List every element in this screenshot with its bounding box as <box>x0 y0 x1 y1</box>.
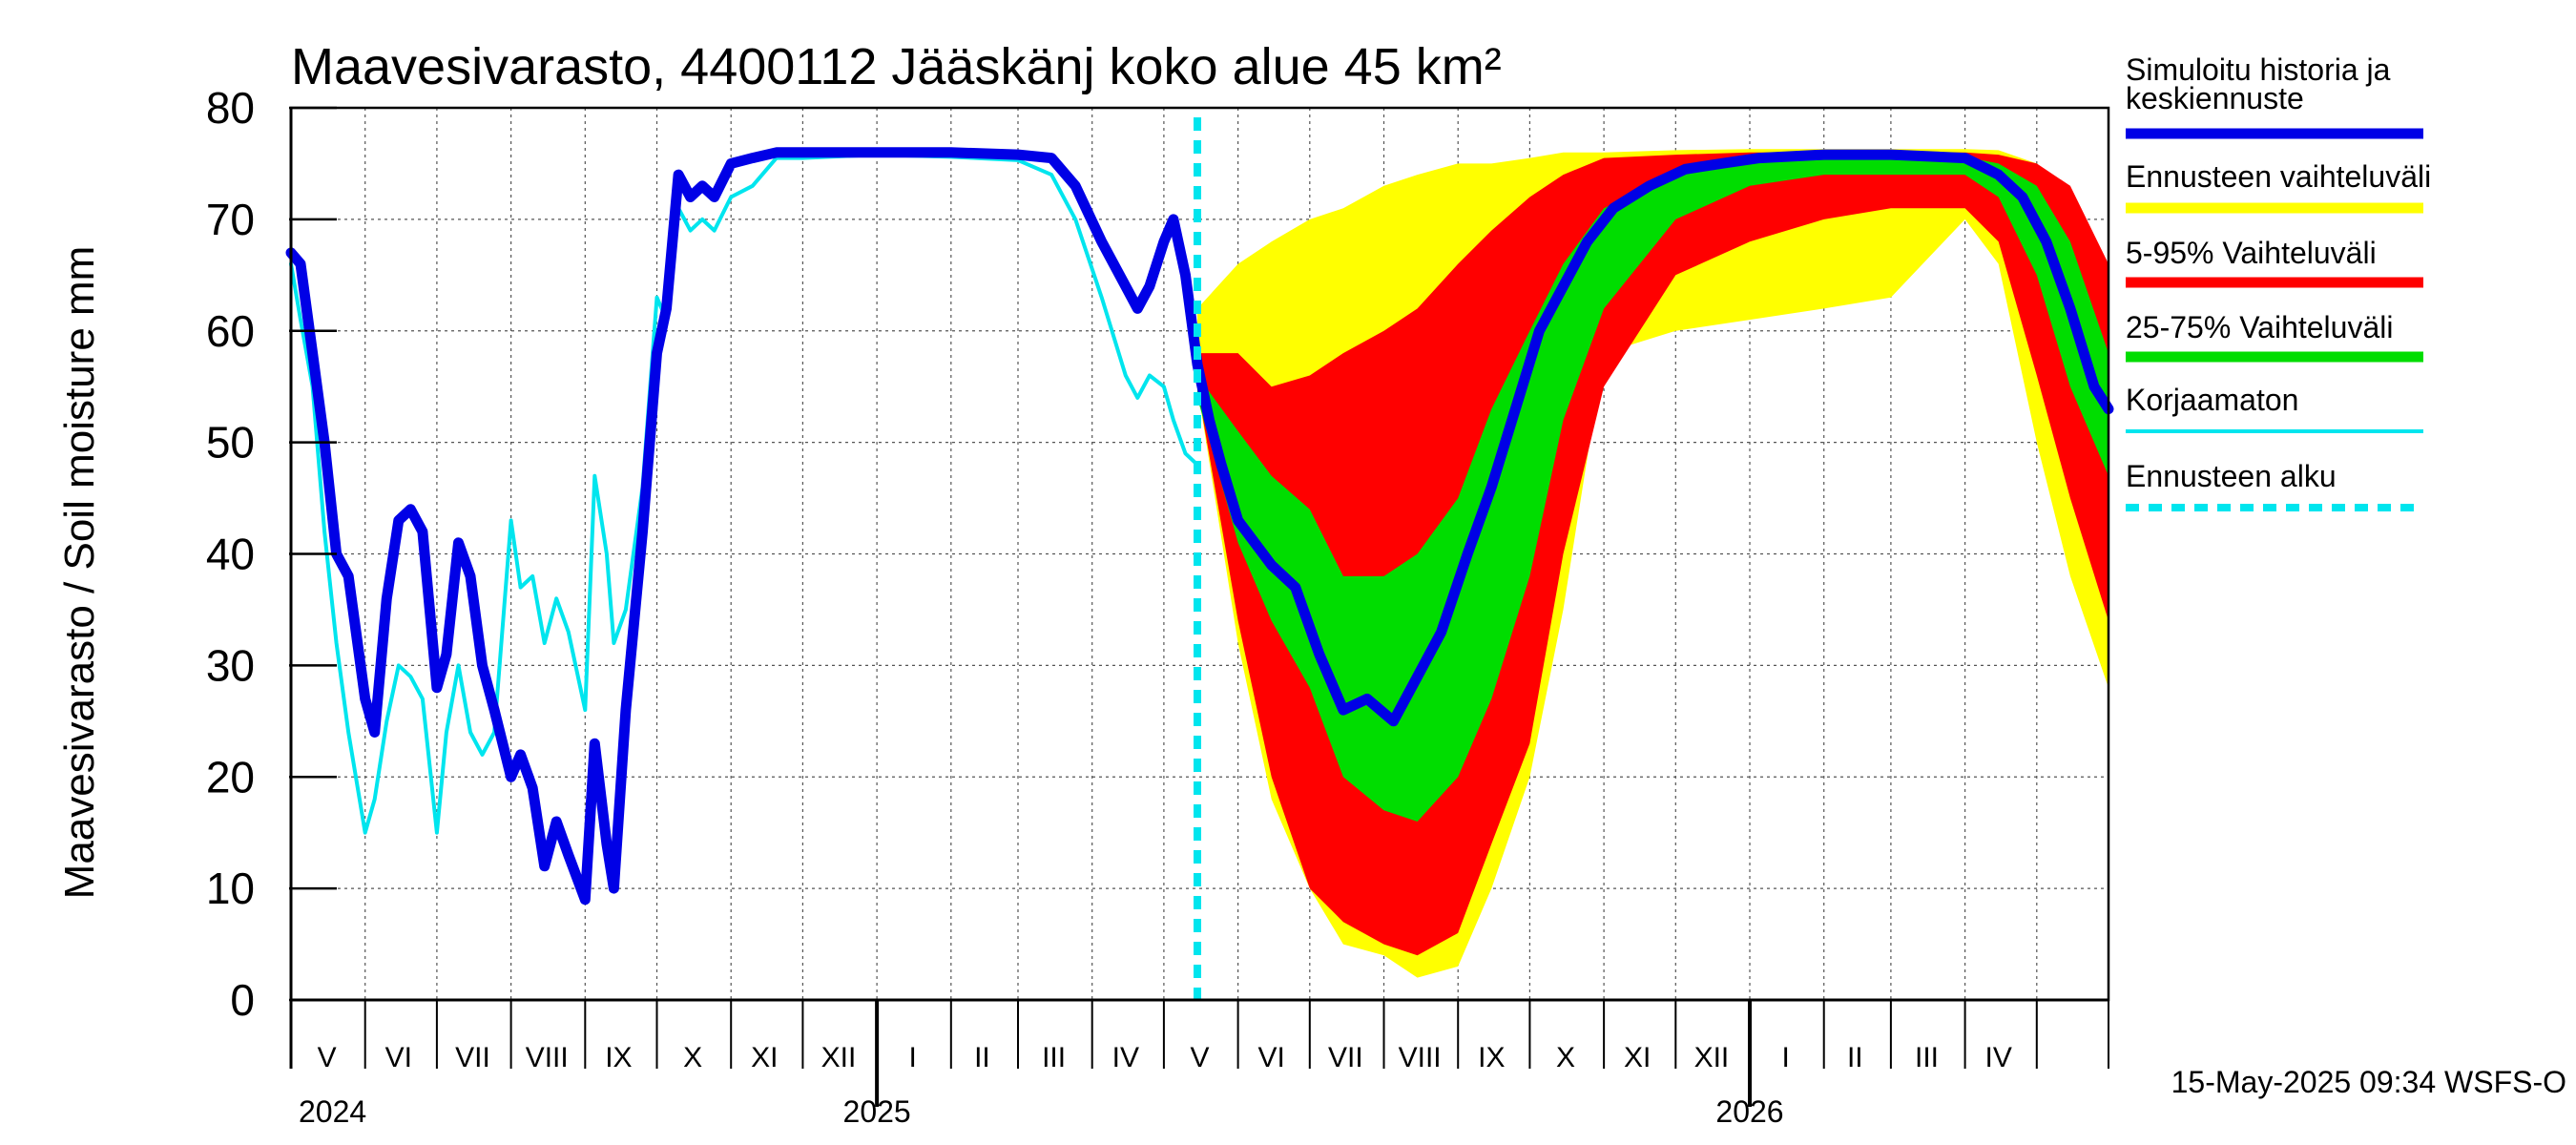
x-month-label: IX <box>1478 1042 1505 1073</box>
chart-title: Maavesivarasto, 4400112 Jääskänj koko al… <box>291 38 1502 95</box>
x-month-label: V <box>318 1042 337 1073</box>
legend-label: 5-95% Vaihteluväli <box>2126 236 2377 270</box>
x-month-label: V <box>1190 1042 1209 1073</box>
series-line-simulated <box>285 147 2114 906</box>
legend-label: keskiennuste <box>2126 81 2304 115</box>
legend-label: Simuloitu historia ja <box>2126 52 2391 87</box>
y-tick-label: 70 <box>206 195 255 244</box>
series-line-korjaamaton <box>289 153 1199 835</box>
x-month-label: X <box>683 1042 702 1073</box>
legend-label: Ennusteen alku <box>2126 459 2337 493</box>
x-month-label: IV <box>1985 1042 2012 1073</box>
y-tick-label: 40 <box>206 530 255 579</box>
legend-label: Korjaamaton <box>2126 383 2298 417</box>
x-month-label: III <box>1042 1042 1066 1073</box>
legend-label: 25-75% Vaihteluväli <box>2126 310 2393 344</box>
x-month-label: XI <box>751 1042 778 1073</box>
x-month-label: XII <box>1694 1042 1730 1073</box>
y-tick-label: 10 <box>206 864 255 913</box>
y-tick-label: 50 <box>206 418 255 468</box>
x-year-label: 2026 <box>1715 1094 1783 1129</box>
x-month-label: X <box>1556 1042 1575 1073</box>
y-tick-label: 20 <box>206 752 255 802</box>
x-month-label: XI <box>1624 1042 1651 1073</box>
x-month-label: VI <box>1258 1042 1285 1073</box>
x-month-label: VIII <box>526 1042 569 1073</box>
legend-label: Ennusteen vaihteluväli <box>2126 159 2431 194</box>
x-month-label: XII <box>821 1042 857 1073</box>
x-month-label: I <box>1781 1042 1789 1073</box>
y-tick-label: 30 <box>206 640 255 690</box>
footer-timestamp: 15-May-2025 09:34 WSFS-O <box>2171 1065 2566 1099</box>
y-axis-label: Maavesivarasto / Soil moisture mm <box>56 246 103 900</box>
x-year-label: 2024 <box>299 1094 366 1129</box>
x-month-label: II <box>1847 1042 1863 1073</box>
x-month-label: IX <box>605 1042 632 1073</box>
y-tick-label: 80 <box>206 83 255 133</box>
x-month-label: III <box>1915 1042 1939 1073</box>
x-month-label: II <box>974 1042 990 1073</box>
y-tick-label: 60 <box>206 306 255 356</box>
x-month-label: VIII <box>1399 1042 1442 1073</box>
y-tick-label: 0 <box>230 975 255 1025</box>
x-year-label: 2025 <box>843 1094 911 1129</box>
x-month-label: VII <box>1328 1042 1363 1073</box>
x-month-label: VII <box>455 1042 490 1073</box>
x-month-label: I <box>909 1042 917 1073</box>
x-month-label: IV <box>1112 1042 1139 1073</box>
x-month-label: VI <box>385 1042 412 1073</box>
